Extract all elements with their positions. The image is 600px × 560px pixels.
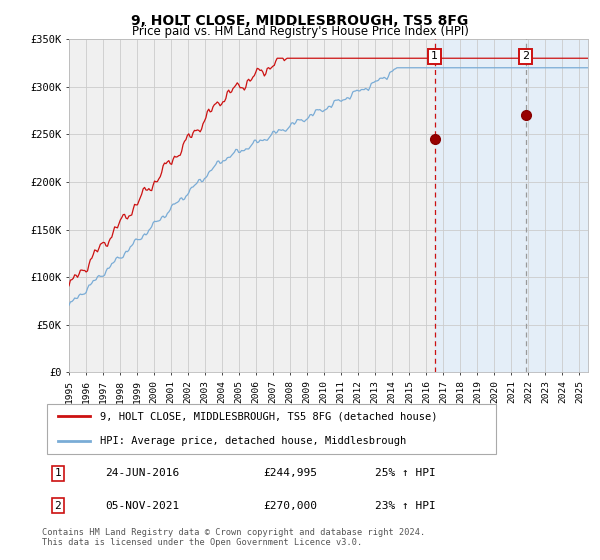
Text: Price paid vs. HM Land Registry's House Price Index (HPI): Price paid vs. HM Land Registry's House … (131, 25, 469, 38)
Text: 05-NOV-2021: 05-NOV-2021 (106, 501, 179, 511)
Text: 1: 1 (431, 52, 438, 62)
Text: 2: 2 (522, 52, 529, 62)
Text: Contains HM Land Registry data © Crown copyright and database right 2024.
This d: Contains HM Land Registry data © Crown c… (42, 528, 425, 547)
Text: 9, HOLT CLOSE, MIDDLESBROUGH, TS5 8FG: 9, HOLT CLOSE, MIDDLESBROUGH, TS5 8FG (131, 14, 469, 28)
Text: 25% ↑ HPI: 25% ↑ HPI (374, 468, 436, 478)
Text: £270,000: £270,000 (264, 501, 318, 511)
Text: 24-JUN-2016: 24-JUN-2016 (106, 468, 179, 478)
Text: 23% ↑ HPI: 23% ↑ HPI (374, 501, 436, 511)
FancyBboxPatch shape (47, 404, 496, 454)
Text: HPI: Average price, detached house, Middlesbrough: HPI: Average price, detached house, Midd… (100, 436, 406, 446)
Text: 1: 1 (55, 468, 61, 478)
Text: 2: 2 (55, 501, 61, 511)
Text: £244,995: £244,995 (264, 468, 318, 478)
Text: 9, HOLT CLOSE, MIDDLESBROUGH, TS5 8FG (detached house): 9, HOLT CLOSE, MIDDLESBROUGH, TS5 8FG (d… (100, 411, 437, 421)
